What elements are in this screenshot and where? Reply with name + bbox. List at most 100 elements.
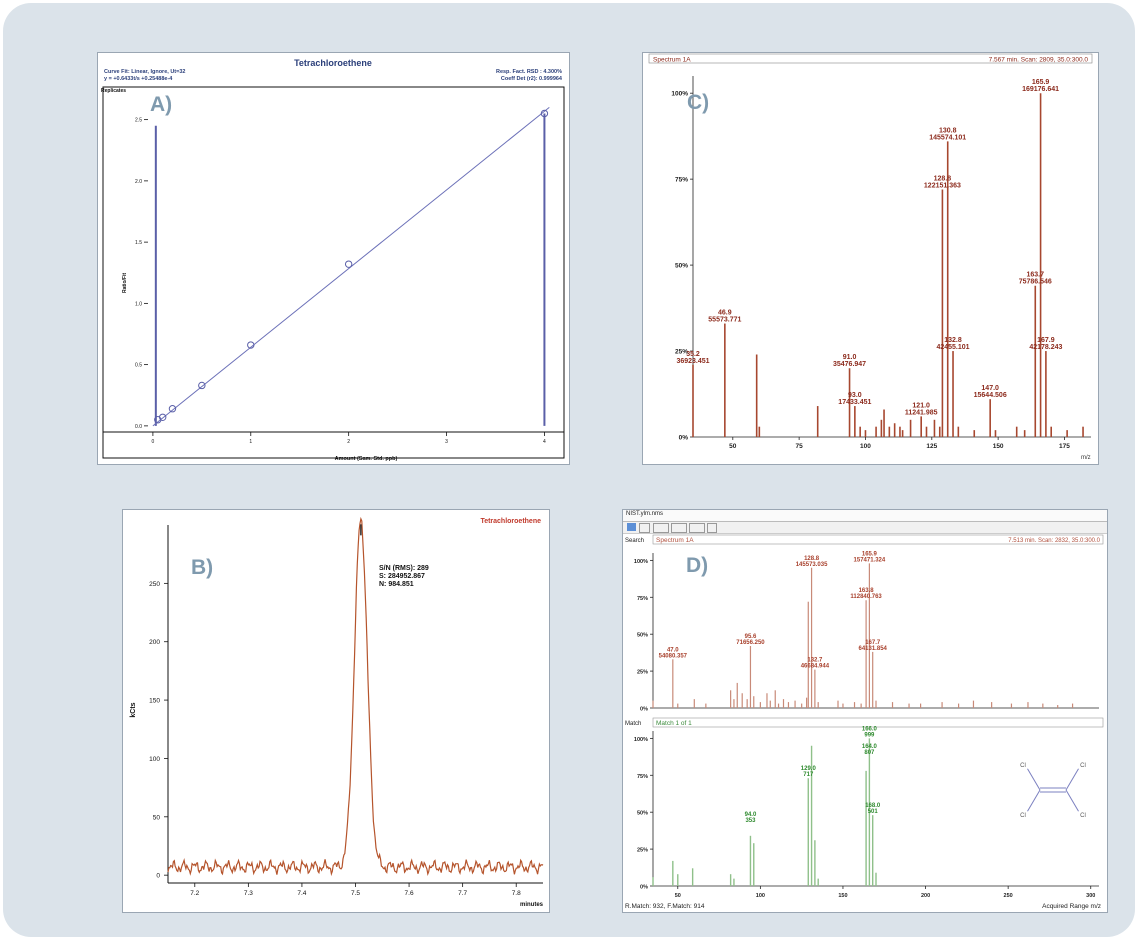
peak-label-intensity: 717 (803, 772, 814, 778)
peak-label-mz: 164.0 (862, 744, 878, 750)
peak-label-intensity: 11241.985 (905, 409, 938, 416)
x-tick-label: 2 (347, 439, 350, 445)
x-tick-label: 150 (993, 443, 1004, 450)
chart-b-title: Tetrachloroethene (480, 518, 541, 525)
peak-label-intensity: 501 (868, 809, 879, 815)
y-tick-label: 75% (637, 774, 648, 780)
peak-label-mz: 95.6 (745, 634, 757, 640)
x-tick-label: 50 (729, 443, 737, 450)
chromatogram-trace (167, 516, 544, 877)
y-tick-label: 25% (637, 670, 648, 676)
spectrum-c-header-bar (648, 53, 1093, 64)
x-tick-label: 1 (249, 439, 252, 445)
library-match-chart: Search Spectrum 1A 7.513 min. Scan: 2832… (625, 534, 1104, 910)
chart-a-y-label: Ratio/Fit (122, 273, 128, 293)
x-tick-label: 100 (756, 893, 765, 899)
peak-label-mz: 46.9 (718, 310, 732, 317)
toolbar-arrow-icon[interactable] (627, 523, 636, 531)
chart-a-header-right-2: Coeff Det (r2): 0.999964 (501, 76, 563, 82)
atom-cl-label: Cl (1080, 763, 1086, 769)
y-tick-label: 0% (640, 707, 648, 713)
peak-label-intensity: 17433.451 (838, 399, 871, 406)
y-tick-label: 250 (149, 581, 160, 588)
panel-a-tag: A) (150, 93, 173, 116)
spectrum-d-header-right: 7.513 min. Scan: 2832, 35.0:300.0 (1008, 538, 1100, 544)
y-tick-label: 100% (634, 737, 648, 743)
y-tick-label: 1.5 (135, 240, 142, 246)
peak-label-intensity: 75786.546 (1019, 279, 1052, 286)
chart-a-header-left-2: y = +0.6433t/s +0.25488e-4 (104, 76, 173, 82)
window-title: NIST.ylm.nms (626, 511, 664, 517)
x-tick-label: 125 (926, 443, 937, 450)
peak-label-mz: 47.0 (667, 647, 679, 653)
peak-label-mz: 166.0 (862, 726, 878, 732)
peak-label-mz: 165.9 (1032, 79, 1050, 86)
peak-label-intensity: 35476.947 (833, 361, 866, 368)
y-tick-label: 25% (637, 848, 648, 854)
chart-a-x-label: Amount (Sam. Std. ppb) (335, 456, 398, 462)
x-tick-label: 3 (445, 439, 448, 445)
y-tick-label: 0.5 (135, 363, 142, 369)
panel-c-tag: C) (687, 91, 710, 114)
toolbar-print-icon[interactable] (689, 523, 705, 533)
toolbar-scale-icon[interactable] (653, 523, 669, 533)
peak-label-intensity: 42178.243 (1029, 344, 1062, 351)
panel-a-calibration: Tetrachloroethene Curve Fit: Linear, Ign… (97, 52, 570, 465)
y-tick-label: 0.0 (135, 424, 142, 430)
bond-single (1027, 768, 1041, 791)
peak-label-mz: 163.7 (1027, 272, 1045, 279)
peak-label-intensity: 145573.035 (796, 562, 828, 568)
peak-label-mz: 168.0 (865, 803, 881, 809)
match-d-header: Match 1 of 1 (656, 720, 692, 727)
chart-b-noise: N: 984.851 (379, 581, 414, 588)
x-tick-label: 150 (838, 893, 847, 899)
peak-label-mz: 121.0 (912, 402, 930, 409)
peak-label-mz: 147.0 (981, 385, 999, 392)
y-tick-label: 75% (675, 177, 688, 184)
bond-single (1027, 789, 1041, 812)
peak-label-intensity: 169176.641 (1022, 86, 1059, 93)
atom-cl-label: Cl (1020, 813, 1026, 819)
spectrum-c-x-unit: m/z (1081, 455, 1091, 461)
x-tick-label: 100 (860, 443, 871, 450)
calibration-point (540, 109, 549, 118)
toolbar-copy-icon[interactable] (707, 523, 717, 533)
peak-label-intensity: 64131.854 (859, 646, 888, 652)
atom-cl-label: Cl (1080, 813, 1086, 819)
bond-single (1065, 768, 1079, 791)
peak-label-intensity: 46684.944 (801, 664, 830, 670)
peak-label-intensity: 36923.451 (676, 358, 709, 365)
calibration-point (344, 260, 353, 268)
peak-label-mz: 167.9 (1037, 337, 1055, 344)
peak-label-intensity: 145574.101 (929, 134, 966, 141)
y-tick-label: 0% (679, 435, 689, 442)
toolbar-zoom-icon[interactable] (639, 523, 650, 533)
spectrum-d-header: Spectrum 1A (656, 537, 694, 544)
chart-a-header-left-1: Curve Fit: Linear, Ignore, Ut=32 (104, 69, 185, 75)
y-tick-label: 200 (149, 639, 160, 646)
peak-label-mz: 93.0 (848, 392, 862, 399)
chart-b-y-label: kCts (130, 702, 137, 717)
peak-label-mz: 128.8 (804, 556, 820, 562)
plot-frame (102, 86, 565, 459)
x-tick-label: 7.8 (512, 890, 521, 897)
panel-b-chromatogram: Tetrachloroethene S/N (RMS): 289 S: 2849… (122, 509, 550, 913)
x-tick-label: 7.7 (458, 890, 467, 897)
footer-left: R.Match: 932, F.Match: 914 (625, 903, 705, 910)
y-tick-label: 150 (149, 698, 160, 705)
chart-a-corner-label: Replicates (101, 88, 126, 94)
chart-b-sn: S/N (RMS): 289 (379, 565, 429, 572)
calibration-point (158, 413, 167, 421)
panel-b-tag: B) (191, 556, 214, 579)
x-tick-label: 7.6 (405, 890, 414, 897)
y-tick-label: 100% (671, 91, 688, 98)
calibration-point (198, 381, 206, 390)
y-tick-label: 1.0 (135, 301, 142, 307)
y-tick-label: 0 (156, 873, 160, 880)
toolbar-list-icon[interactable] (671, 523, 687, 533)
peak-label-mz: 167.7 (865, 640, 881, 646)
y-tick-label: 50% (675, 263, 688, 270)
peak-label-intensity: 807 (864, 750, 875, 756)
peak-label-intensity: 353 (745, 818, 756, 824)
x-tick-label: 175 (1059, 443, 1070, 450)
